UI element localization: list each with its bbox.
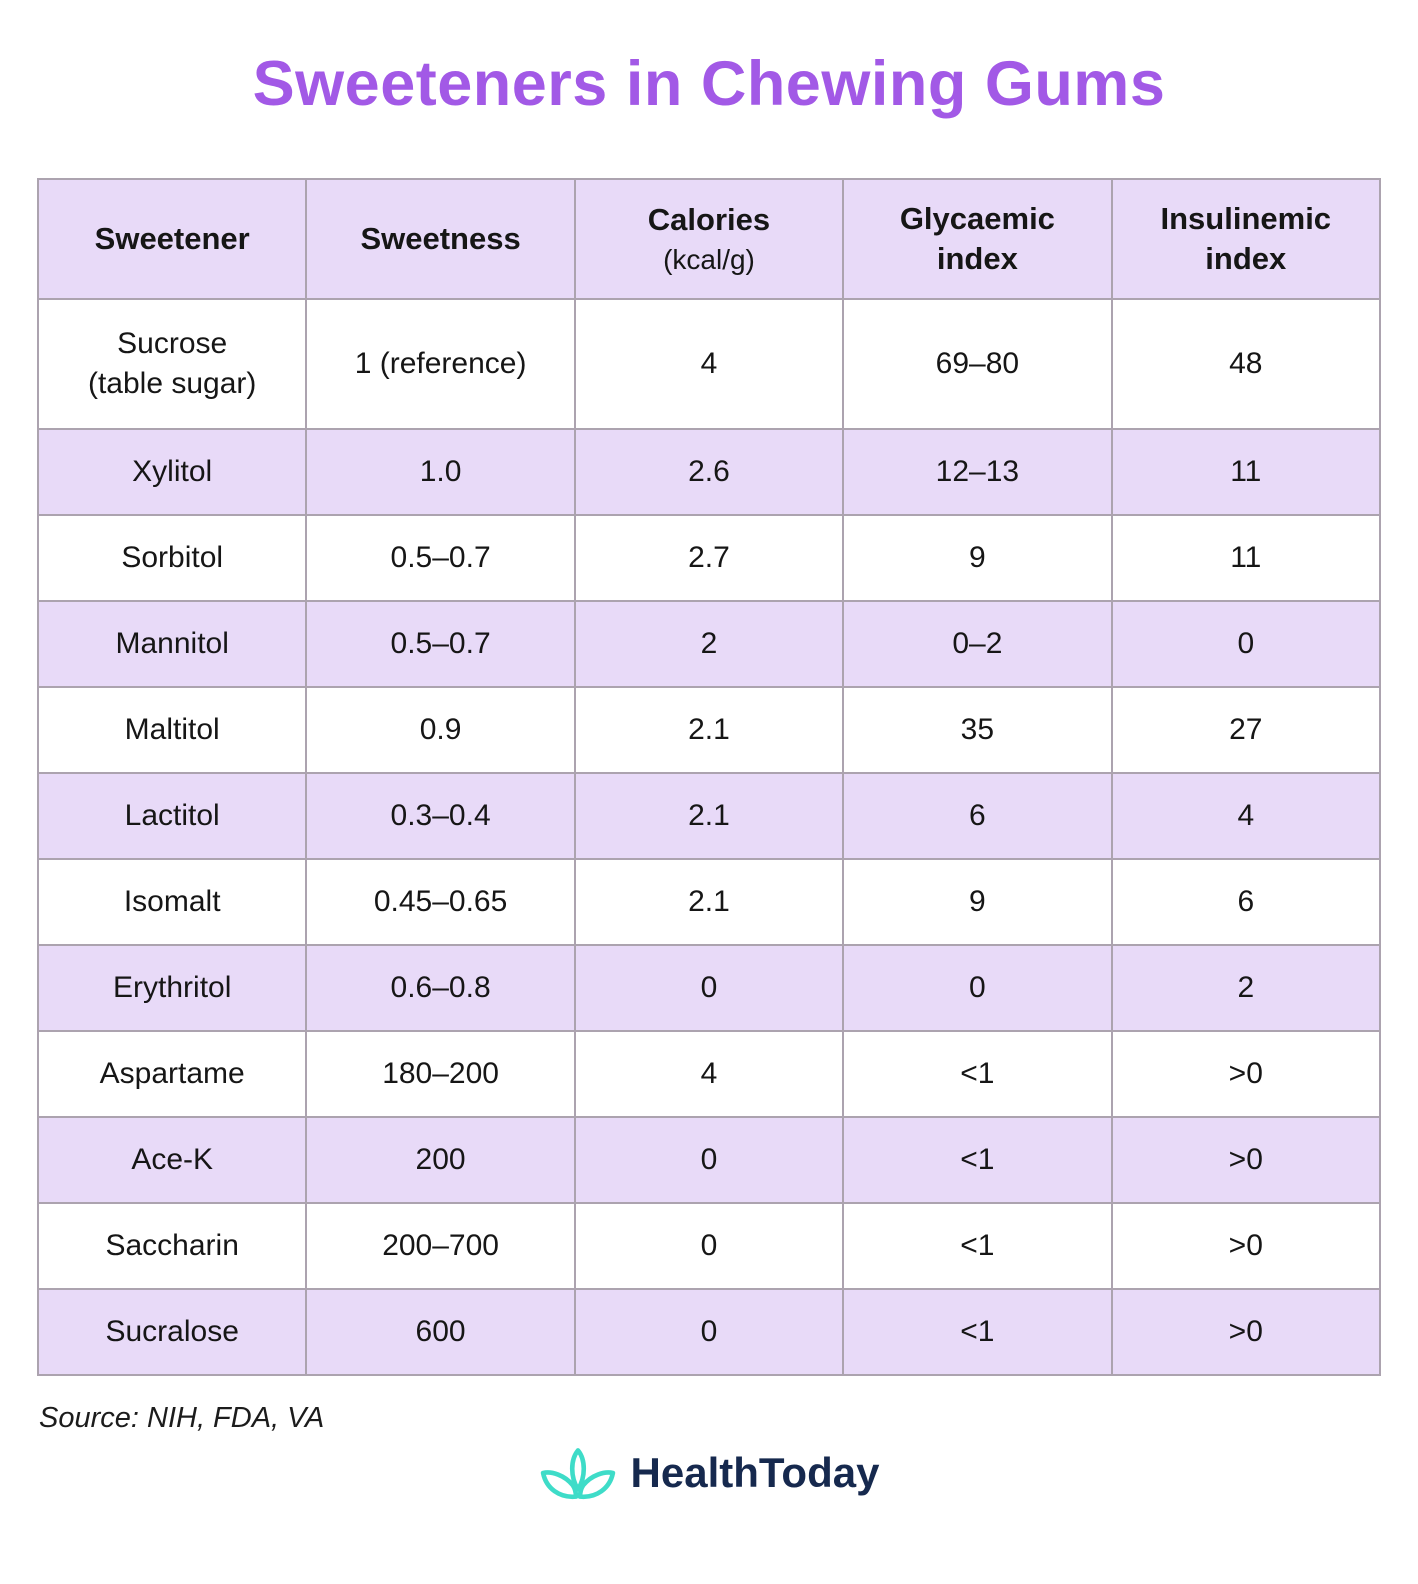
- col-header-sweetness: Sweetness: [305, 178, 576, 301]
- col-header-glycaemic: Glycaemic index: [842, 178, 1113, 301]
- cell-insulinemic: 48: [1110, 298, 1382, 431]
- cell-insulinemic: >0: [1110, 1030, 1382, 1119]
- footer-brand: HealthToday: [0, 1443, 1418, 1503]
- cell-calories: 0: [573, 1202, 845, 1291]
- cell-sweetener-name: Erythritol: [36, 944, 308, 1033]
- col-header-calories: Calories (kcal/g): [573, 178, 845, 301]
- cell-calories: 2.7: [573, 514, 845, 603]
- cell-insulinemic: 6: [1110, 858, 1382, 947]
- sweeteners-table: Sweetener Sweetness Calories (kcal/g) Gly…: [36, 178, 1382, 1377]
- cell-glycaemic: 12–13: [842, 428, 1113, 517]
- table-row-erythritol: Erythritol 0.6–0.8 0 0 2: [36, 944, 1382, 1033]
- table-row-mannitol: Mannitol 0.5–0.7 2 0–2 0: [36, 600, 1382, 689]
- page-title: Sweeteners in Chewing Gums: [252, 49, 1166, 119]
- cell-calories: 0: [573, 1288, 845, 1377]
- col-header-calories-unit: (kcal/g): [663, 244, 755, 276]
- cell-sweetener-name: Sucrose (table sugar): [36, 298, 308, 431]
- cell-glycaemic: 69–80: [842, 298, 1113, 431]
- cell-sweetener-name: Saccharin: [36, 1202, 308, 1291]
- cell-calories: 2.1: [573, 772, 845, 861]
- cell-insulinemic: 0: [1110, 600, 1382, 689]
- cell-calories: 2.1: [573, 686, 845, 775]
- cell-sweetener-name: Aspartame: [36, 1030, 308, 1119]
- cell-calories: 2: [573, 600, 845, 689]
- table-row-ace-k: Ace-K 200 0 <1 >0: [36, 1116, 1382, 1205]
- cell-sweetness: 0.6–0.8: [305, 944, 576, 1033]
- cell-sweetener-name: Ace-K: [36, 1116, 308, 1205]
- cell-sweetener-name: Xylitol: [36, 428, 308, 517]
- lotus-icon: [539, 1443, 617, 1503]
- cell-insulinemic: 27: [1110, 686, 1382, 775]
- cell-sweetness: 1 (reference): [305, 298, 576, 431]
- cell-sweetness: 0.45–0.65: [305, 858, 576, 947]
- cell-calories: 2.1: [573, 858, 845, 947]
- cell-insulinemic: 2: [1110, 944, 1382, 1033]
- source-note: Source: NIH, FDA, VA: [39, 1402, 325, 1435]
- cell-sweetness: 0.9: [305, 686, 576, 775]
- cell-sweetness: 180–200: [305, 1030, 576, 1119]
- table-row-sucralose: Sucralose 600 0 <1 >0: [36, 1288, 1382, 1377]
- cell-glycaemic: 9: [842, 858, 1113, 947]
- cell-insulinemic: 11: [1110, 514, 1382, 603]
- table-row-sorbitol: Sorbitol 0.5–0.7 2.7 9 11: [36, 514, 1382, 603]
- cell-glycaemic: <1: [842, 1116, 1113, 1205]
- cell-glycaemic: <1: [842, 1202, 1113, 1291]
- cell-sweetener-name: Sorbitol: [36, 514, 308, 603]
- cell-calories: 0: [573, 944, 845, 1033]
- cell-calories: 2.6: [573, 428, 845, 517]
- cell-glycaemic: 0–2: [842, 600, 1113, 689]
- cell-sweetener-name: Isomalt: [36, 858, 308, 947]
- table-row-isomalt: Isomalt 0.45–0.65 2.1 9 6: [36, 858, 1382, 947]
- cell-sweetener-name: Maltitol: [36, 686, 308, 775]
- cell-sweetness: 200–700: [305, 1202, 576, 1291]
- cell-insulinemic: 4: [1110, 772, 1382, 861]
- cell-sweetness: 1.0: [305, 428, 576, 517]
- cell-sweetness: 200: [305, 1116, 576, 1205]
- table-row-maltitol: Maltitol 0.9 2.1 35 27: [36, 686, 1382, 775]
- table-row-xylitol: Xylitol 1.0 2.6 12–13 11: [36, 428, 1382, 517]
- cell-sweetness: 0.5–0.7: [305, 600, 576, 689]
- cell-sweetness: 600: [305, 1288, 576, 1377]
- col-header-calories-label: Calories: [647, 202, 771, 238]
- table-row-saccharin: Saccharin 200–700 0 <1 >0: [36, 1202, 1382, 1291]
- cell-glycaemic: 6: [842, 772, 1113, 861]
- cell-insulinemic: 11: [1110, 428, 1382, 517]
- header-row: Sweetener Sweetness Calories (kcal/g) Gly…: [36, 178, 1382, 301]
- table-row-aspartame: Aspartame 180–200 4 <1 >0: [36, 1030, 1382, 1119]
- cell-calories: 4: [573, 1030, 845, 1119]
- cell-glycaemic: <1: [842, 1030, 1113, 1119]
- cell-sweetness: 0.5–0.7: [305, 514, 576, 603]
- cell-calories: 4: [573, 298, 845, 431]
- cell-insulinemic: >0: [1110, 1116, 1382, 1205]
- cell-sweetener-name: Lactitol: [36, 772, 308, 861]
- cell-insulinemic: >0: [1110, 1202, 1382, 1291]
- cell-glycaemic: 0: [842, 944, 1113, 1033]
- table-row-lactitol: Lactitol 0.3–0.4 2.1 6 4: [36, 772, 1382, 861]
- cell-insulinemic: >0: [1110, 1288, 1382, 1377]
- brand-wordmark: HealthToday: [630, 1449, 880, 1497]
- cell-glycaemic: 35: [842, 686, 1113, 775]
- cell-sweetener-name: Mannitol: [36, 600, 308, 689]
- cell-glycaemic: <1: [842, 1288, 1113, 1377]
- cell-sweetener-name: Sucralose: [36, 1288, 308, 1377]
- cell-sweetness: 0.3–0.4: [305, 772, 576, 861]
- col-header-sweetener: Sweetener: [36, 178, 308, 301]
- table-row-sucrose: Sucrose (table sugar) 1 (reference) 4 69…: [36, 298, 1382, 431]
- cell-glycaemic: 9: [842, 514, 1113, 603]
- cell-calories: 0: [573, 1116, 845, 1205]
- col-header-insulinemic: Insulinemic index: [1110, 178, 1382, 301]
